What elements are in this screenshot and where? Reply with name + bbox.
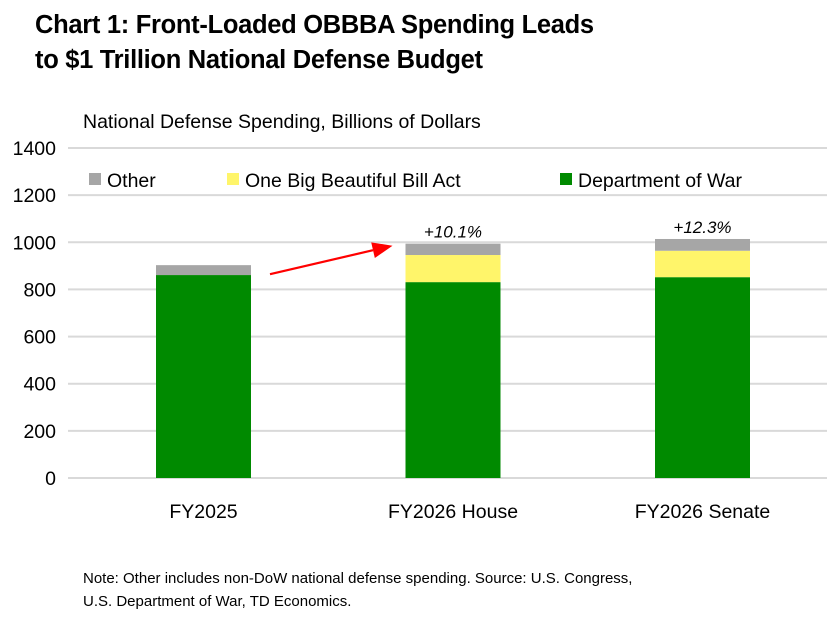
legend-swatch <box>560 173 572 185</box>
bar-segment-one-big-beautiful-bill-act <box>405 255 501 283</box>
y-tick-label: 0 <box>45 468 56 490</box>
legend-label: Other <box>107 170 156 192</box>
bar-segment-other <box>655 238 750 251</box>
legend-item-other: Other <box>89 170 156 192</box>
y-tick-label: 800 <box>23 279 56 301</box>
y-tick-label: 200 <box>23 421 56 443</box>
x-tick-label: FY2026 Senate <box>635 501 771 523</box>
chart-note: Note: Other includes non-DoW national de… <box>83 567 632 613</box>
legend-swatch <box>89 173 101 185</box>
growth-arrow <box>269 242 393 276</box>
bar-segment-department-of-war <box>655 277 750 478</box>
legend-label: Department of War <box>578 170 743 192</box>
legend-label: One Big Beautiful Bill Act <box>245 170 461 192</box>
y-tick-label: 1400 <box>13 138 57 160</box>
y-tick-label: 1000 <box>13 232 57 254</box>
annotations: +10.1% +12.3% <box>424 218 732 242</box>
chart-title: Chart 1: Front-Loaded OBBBA Spending Lea… <box>35 8 594 78</box>
bars <box>156 238 750 478</box>
x-axis-ticks: FY2025 FY2026 House FY2026 Senate <box>169 501 770 523</box>
legend-item-department-of-war: Department of War <box>560 170 743 192</box>
bar-segment-department-of-war <box>156 275 251 478</box>
chart-subtitle: National Defense Spending, Billions of D… <box>83 111 481 133</box>
legend: Other One Big Beautiful Bill Act Departmen… <box>89 170 743 192</box>
x-tick-label: FY2025 <box>169 501 237 523</box>
y-tick-label: 1200 <box>13 185 57 207</box>
arrow-shaft <box>269 249 374 276</box>
growth-label: +12.3% <box>673 218 731 237</box>
bar-segment-department-of-war <box>405 282 501 478</box>
chart-title-line-2: to $1 Trillion National Defense Budget <box>35 46 483 74</box>
y-axis-ticks: 0 200 400 600 800 1000 1200 1400 <box>13 138 57 490</box>
y-tick-label: 600 <box>23 327 56 349</box>
chart-note-line-1: Note: Other includes non-DoW national de… <box>83 570 633 587</box>
legend-item-one-big-beautiful-bill-act: One Big Beautiful Bill Act <box>227 170 461 192</box>
chart-note-line-2: U.S. Department of War, TD Economics. <box>83 593 352 610</box>
legend-swatch <box>227 173 239 185</box>
bar-segment-other <box>405 243 501 256</box>
bar-segment-one-big-beautiful-bill-act <box>655 250 750 278</box>
bar-segment-other <box>156 265 251 276</box>
chart-title-line-1: Chart 1: Front-Loaded OBBBA Spending Lea… <box>35 11 594 39</box>
growth-label: +10.1% <box>424 223 482 242</box>
y-tick-label: 400 <box>23 374 56 396</box>
arrow-head <box>371 242 393 259</box>
x-tick-label: FY2026 House <box>388 501 518 523</box>
